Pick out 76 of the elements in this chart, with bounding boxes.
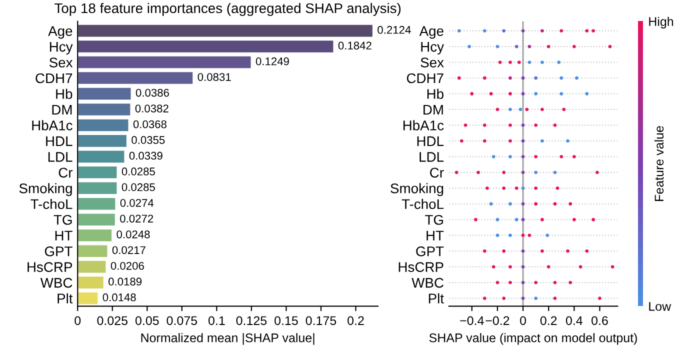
x-tick-label: 0.15 (274, 316, 298, 326)
y-tick-label: TG (54, 214, 72, 225)
data-label: 0.0206 (110, 262, 144, 270)
y-tick-label: HbA1c (403, 120, 444, 130)
y-tick-label: Smoking (390, 183, 444, 196)
y-tick-label: CDH7 (406, 73, 444, 84)
data-label: 0.0217 (112, 246, 146, 254)
data-label: 0.0285 (122, 168, 155, 176)
y-tick-label: HDL (46, 136, 72, 146)
y-tick-label: HbA1c (32, 120, 72, 130)
y-tick-label: HsCRP (28, 262, 72, 272)
data-label: 0.0285 (122, 183, 155, 192)
data-label: 0.2124 (378, 26, 411, 34)
x-tick-label: 0.125 (236, 316, 267, 326)
y-tick-label: DM (52, 104, 72, 115)
y-tick-label: HDL (417, 136, 444, 146)
y-tick-label: GPT (44, 246, 72, 256)
y-tick-label: HT (55, 230, 72, 240)
x-axis-title: Normalized mean |SHAP value| (141, 333, 314, 345)
x-tick-label: 0.6 (592, 316, 608, 326)
data-label: 0.1842 (338, 42, 372, 50)
x-tick-label: 0.2 (348, 316, 364, 326)
y-tick-label: WBC (412, 278, 444, 288)
data-label: 0.0355 (132, 136, 165, 144)
data-label: 0.1249 (256, 57, 289, 66)
x-tick-label: 0.05 (135, 316, 159, 326)
x-tick-label: 0.2 (540, 316, 557, 326)
y-tick-label: Age (48, 26, 72, 39)
y-tick-label: HT (426, 230, 444, 240)
y-tick-label: T-choL (402, 198, 444, 210)
data-label: 0.0382 (135, 104, 168, 112)
color-bar-label: Low (649, 302, 672, 311)
y-tick-label: Hcy (421, 42, 444, 54)
data-label: 0.0386 (136, 88, 169, 97)
x-tick-label: 0.175 (306, 316, 336, 326)
y-tick-label: Sex (49, 58, 73, 68)
data-label: 0.0272 (120, 214, 154, 223)
x-axis-title: SHAP value (impact on model output) (429, 333, 637, 345)
color-bar-label: High (649, 16, 674, 28)
y-tick-label: Smoking (19, 183, 72, 196)
data-label: 0.0831 (198, 73, 231, 81)
x-tick-label: 0.025 (97, 316, 128, 326)
x-tick-label: 0 (520, 316, 526, 326)
x-tick-label: −0.2 (486, 316, 510, 326)
y-tick-label: Hb (56, 88, 72, 99)
y-tick-label: Cr (58, 168, 73, 178)
x-tick-label: 0 (74, 316, 81, 326)
y-tick-label: Hb (427, 88, 444, 99)
bar (78, 291, 99, 306)
x-tick-label: 0.075 (166, 316, 198, 326)
y-tick-label: Age (419, 26, 444, 39)
color-bar-title: Feature value (654, 126, 664, 201)
data-label: 0.0368 (133, 120, 166, 128)
data-label: 0.0339 (129, 152, 162, 160)
data-label: 0.0148 (102, 293, 136, 302)
y-tick-label: TG (425, 214, 443, 225)
data-label: 0.0248 (116, 230, 150, 238)
y-tick-label: HsCRP (398, 262, 444, 272)
y-tick-label: WBC (40, 278, 72, 288)
y-tick-label: T-choL (30, 198, 72, 210)
data-label: 0.0274 (120, 199, 154, 207)
x-tick-label: −0.4 (460, 316, 484, 326)
y-tick-label: LDL (420, 152, 444, 162)
x-tick-label: 0.4 (566, 316, 582, 326)
y-tick-label: Hcy (50, 42, 73, 54)
chart-title: Top 18 feature importances (aggregated SHAP analysis) (54, 2, 401, 16)
y-tick-label: Cr (430, 168, 444, 178)
y-tick-label: CDH7 (36, 73, 72, 84)
x-tick-label: 0.1 (208, 316, 225, 326)
y-tick-label: DM (424, 104, 443, 115)
y-tick-label: Plt (58, 293, 73, 304)
y-tick-label: GPT (416, 246, 444, 256)
y-tick-label: Sex (420, 58, 444, 68)
y-tick-label: LDL (48, 152, 72, 162)
data-label: 0.0189 (108, 278, 142, 286)
y-tick-label: Plt (428, 293, 444, 304)
